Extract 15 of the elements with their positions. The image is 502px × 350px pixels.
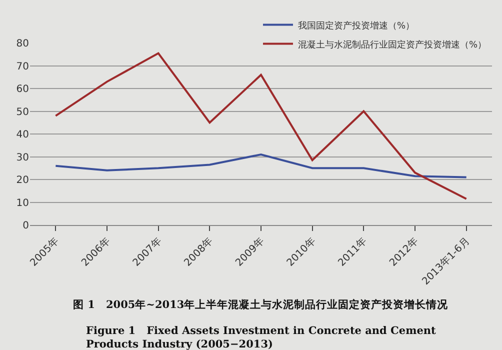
line-series	[54, 153, 468, 178]
y-tick-label: 20	[16, 175, 29, 186]
text: Figure 1 Fixed Assets Investment in Concrete and Cement Products Industry (2005−2013)	[86, 325, 436, 350]
y-tick-label: 30	[16, 152, 29, 164]
y-tick-label: 0	[22, 220, 29, 232]
y-tick-label: 40	[16, 130, 29, 140]
legend-label: 混凝土与水泥制品行业固定资产投资增速（%）	[298, 39, 487, 50]
y-tick-label: 80	[16, 38, 29, 50]
y-tick-label: 60	[16, 84, 29, 95]
legend-label: 我国固定资产投资增速（%）	[298, 20, 415, 32]
y-tick-label: 50	[16, 106, 29, 118]
y-tick-label: 10	[16, 198, 29, 209]
y-tick-label: 70	[16, 61, 29, 72]
line-series	[54, 52, 468, 200]
text: 图 1 2005年~2013年上半年混凝土与水泥制品行业固定资产投资增长情况	[73, 298, 450, 311]
